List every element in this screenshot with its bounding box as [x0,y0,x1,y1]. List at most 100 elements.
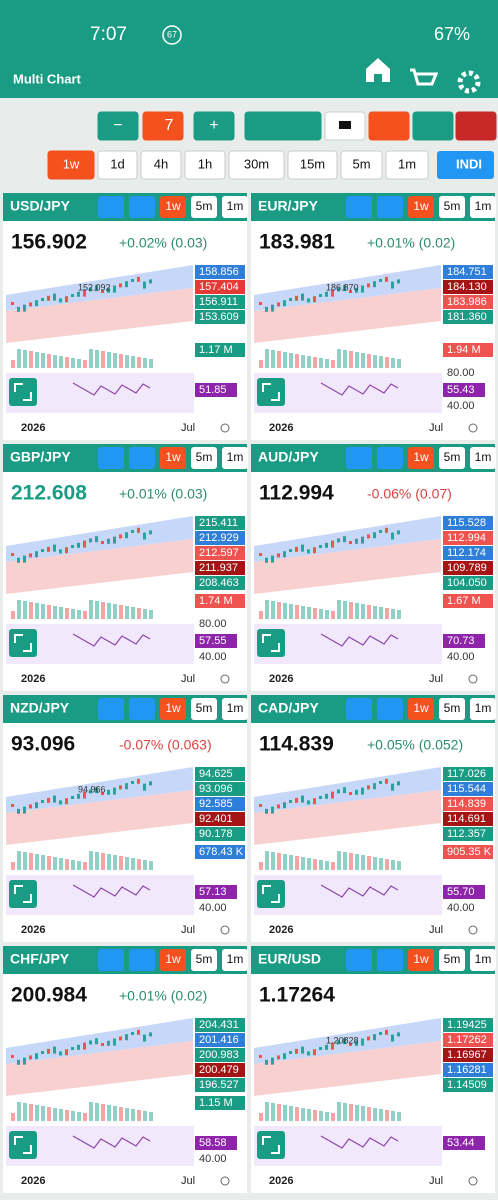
interval-button[interactable] [191,698,217,720]
reset-icon[interactable] [220,423,230,433]
timeframe-button[interactable] [47,150,95,180]
interval-button[interactable] [408,447,434,469]
interval-button[interactable] [160,447,186,469]
volume-bar [41,353,45,368]
expand-button[interactable] [257,629,285,657]
toolbar-button[interactable] [280,111,322,141]
interval-button[interactable] [222,447,248,469]
icon-button[interactable] [346,447,372,469]
toolbar-button[interactable] [193,111,235,141]
interval-button[interactable] [191,447,217,469]
interval-button[interactable] [222,949,248,971]
icon-button[interactable] [346,196,372,218]
expand-button[interactable] [257,1131,285,1159]
icon-button[interactable] [129,447,155,469]
interval-button[interactable] [439,698,465,720]
volume-bar [107,352,111,368]
candle [259,804,262,807]
volume-bar [35,854,39,870]
candle [143,1034,146,1042]
volume-bar [379,858,383,870]
expand-button[interactable] [257,378,285,406]
indi-button[interactable] [437,151,494,179]
expand-button[interactable] [9,1131,37,1159]
reset-icon[interactable] [220,1176,230,1186]
interval-label: 1w [165,450,181,464]
interval-button[interactable] [408,698,434,720]
toolbar-button[interactable] [97,111,139,141]
interval-button[interactable] [439,447,465,469]
volume-bar [17,851,21,870]
icon-button[interactable] [377,698,403,720]
home-button[interactable] [366,58,390,82]
timeframe-button[interactable] [184,150,226,180]
interval-button[interactable] [222,698,248,720]
icon-button[interactable] [377,196,403,218]
interval-button[interactable] [439,949,465,971]
settings-button[interactable] [457,70,481,94]
toolbar-button[interactable] [412,111,454,141]
interval-button[interactable] [470,949,496,971]
icon-button[interactable] [129,196,155,218]
volume-bar [23,1103,27,1121]
icon-button[interactable] [377,447,403,469]
interval-button[interactable] [160,949,186,971]
volume-bar [265,600,269,619]
reset-icon[interactable] [468,925,478,935]
timeframe-button[interactable] [140,150,182,180]
candle [337,789,340,794]
icon-button[interactable] [346,698,372,720]
interval-button[interactable] [160,196,186,218]
interval-button[interactable] [191,949,217,971]
price-tag-text: 1.19425 [447,1019,487,1031]
interval-button[interactable] [408,949,434,971]
oscillator-tag [443,1136,485,1150]
timeframe-button[interactable] [340,150,383,180]
icon-button[interactable] [129,698,155,720]
candle [89,1040,92,1045]
interval-button[interactable] [439,196,465,218]
icon-button[interactable] [129,949,155,971]
toolbar-button[interactable] [455,111,497,141]
oscillator-bg [254,1126,442,1166]
interval-button[interactable] [222,196,248,218]
expand-button[interactable] [9,378,37,406]
candle [373,281,376,288]
icon-button[interactable] [98,949,124,971]
volume-bar [319,609,323,619]
x-axis-label: Jul [429,924,443,936]
reset-icon[interactable] [468,1176,478,1186]
timeframe-button[interactable] [228,150,285,180]
volume-bar [271,852,275,870]
interval-button[interactable] [470,698,496,720]
icon-button[interactable] [98,447,124,469]
interval-button[interactable] [160,698,186,720]
candle [301,293,304,301]
cart-button[interactable] [410,68,439,86]
reset-icon[interactable] [468,674,478,684]
expand-button[interactable] [9,880,37,908]
interval-button[interactable] [470,196,496,218]
icon-button[interactable] [377,949,403,971]
icon-button[interactable] [98,196,124,218]
timeframe-button[interactable] [287,150,338,180]
toolbar-button[interactable] [244,111,286,141]
toolbar-button[interactable] [142,111,184,141]
volume-tag [195,845,245,859]
interval-button[interactable] [191,196,217,218]
timeframe-button[interactable] [385,150,429,180]
reset-icon[interactable] [220,925,230,935]
expand-button[interactable] [9,629,37,657]
upper-band [6,767,193,813]
reset-icon[interactable] [220,674,230,684]
toolbar-button[interactable] [368,111,410,141]
timeframe-button[interactable] [97,150,138,180]
interval-button[interactable] [408,196,434,218]
icon-button[interactable] [98,698,124,720]
volume-bar [89,600,93,619]
icon-button[interactable] [346,949,372,971]
reset-icon[interactable] [468,423,478,433]
expand-button[interactable] [257,880,285,908]
candle [35,1053,38,1060]
interval-button[interactable] [470,447,496,469]
